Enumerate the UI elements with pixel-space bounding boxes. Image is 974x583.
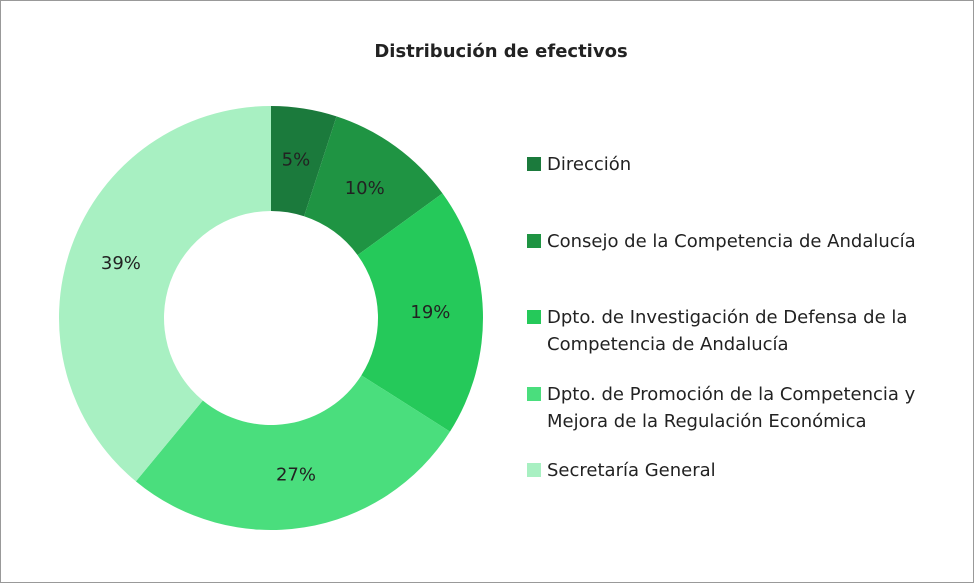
data-label: 5%: [282, 149, 311, 170]
legend-item: Dpto. de Investigación de Defensa de la …: [527, 304, 937, 358]
data-label: 10%: [345, 178, 385, 199]
legend-swatch: [527, 157, 541, 171]
data-label: 19%: [410, 302, 450, 323]
legend-label: Dpto. de Promoción de la Competencia y M…: [547, 383, 916, 432]
data-label: 39%: [101, 253, 141, 274]
legend-label: Consejo de la Competencia de Andalucía: [547, 230, 916, 252]
data-label: 27%: [276, 465, 316, 486]
slice: [357, 193, 483, 432]
legend-item: Dpto. de Promoción de la Competencia y M…: [527, 381, 937, 435]
legend-swatch: [527, 386, 541, 401]
chart-title: Distribución de efectivos: [374, 41, 627, 62]
slice: [135, 375, 450, 531]
legend-item: Consejo de la Competencia de Andalucía: [527, 228, 937, 255]
legend-label: Secretaría General: [547, 460, 716, 481]
legend-item: Secretaría General: [527, 457, 937, 484]
legend-item: Dirección: [527, 151, 937, 178]
legend-label: Dpto. de Investigación de Defensa de la …: [547, 307, 908, 355]
legend-swatch: [527, 310, 541, 324]
slice: [304, 116, 443, 256]
slice: [58, 106, 272, 482]
legend-swatch: [527, 463, 541, 477]
slice: [271, 106, 337, 217]
legend-label: Dirección: [547, 154, 632, 175]
legend-swatch: [527, 233, 541, 248]
